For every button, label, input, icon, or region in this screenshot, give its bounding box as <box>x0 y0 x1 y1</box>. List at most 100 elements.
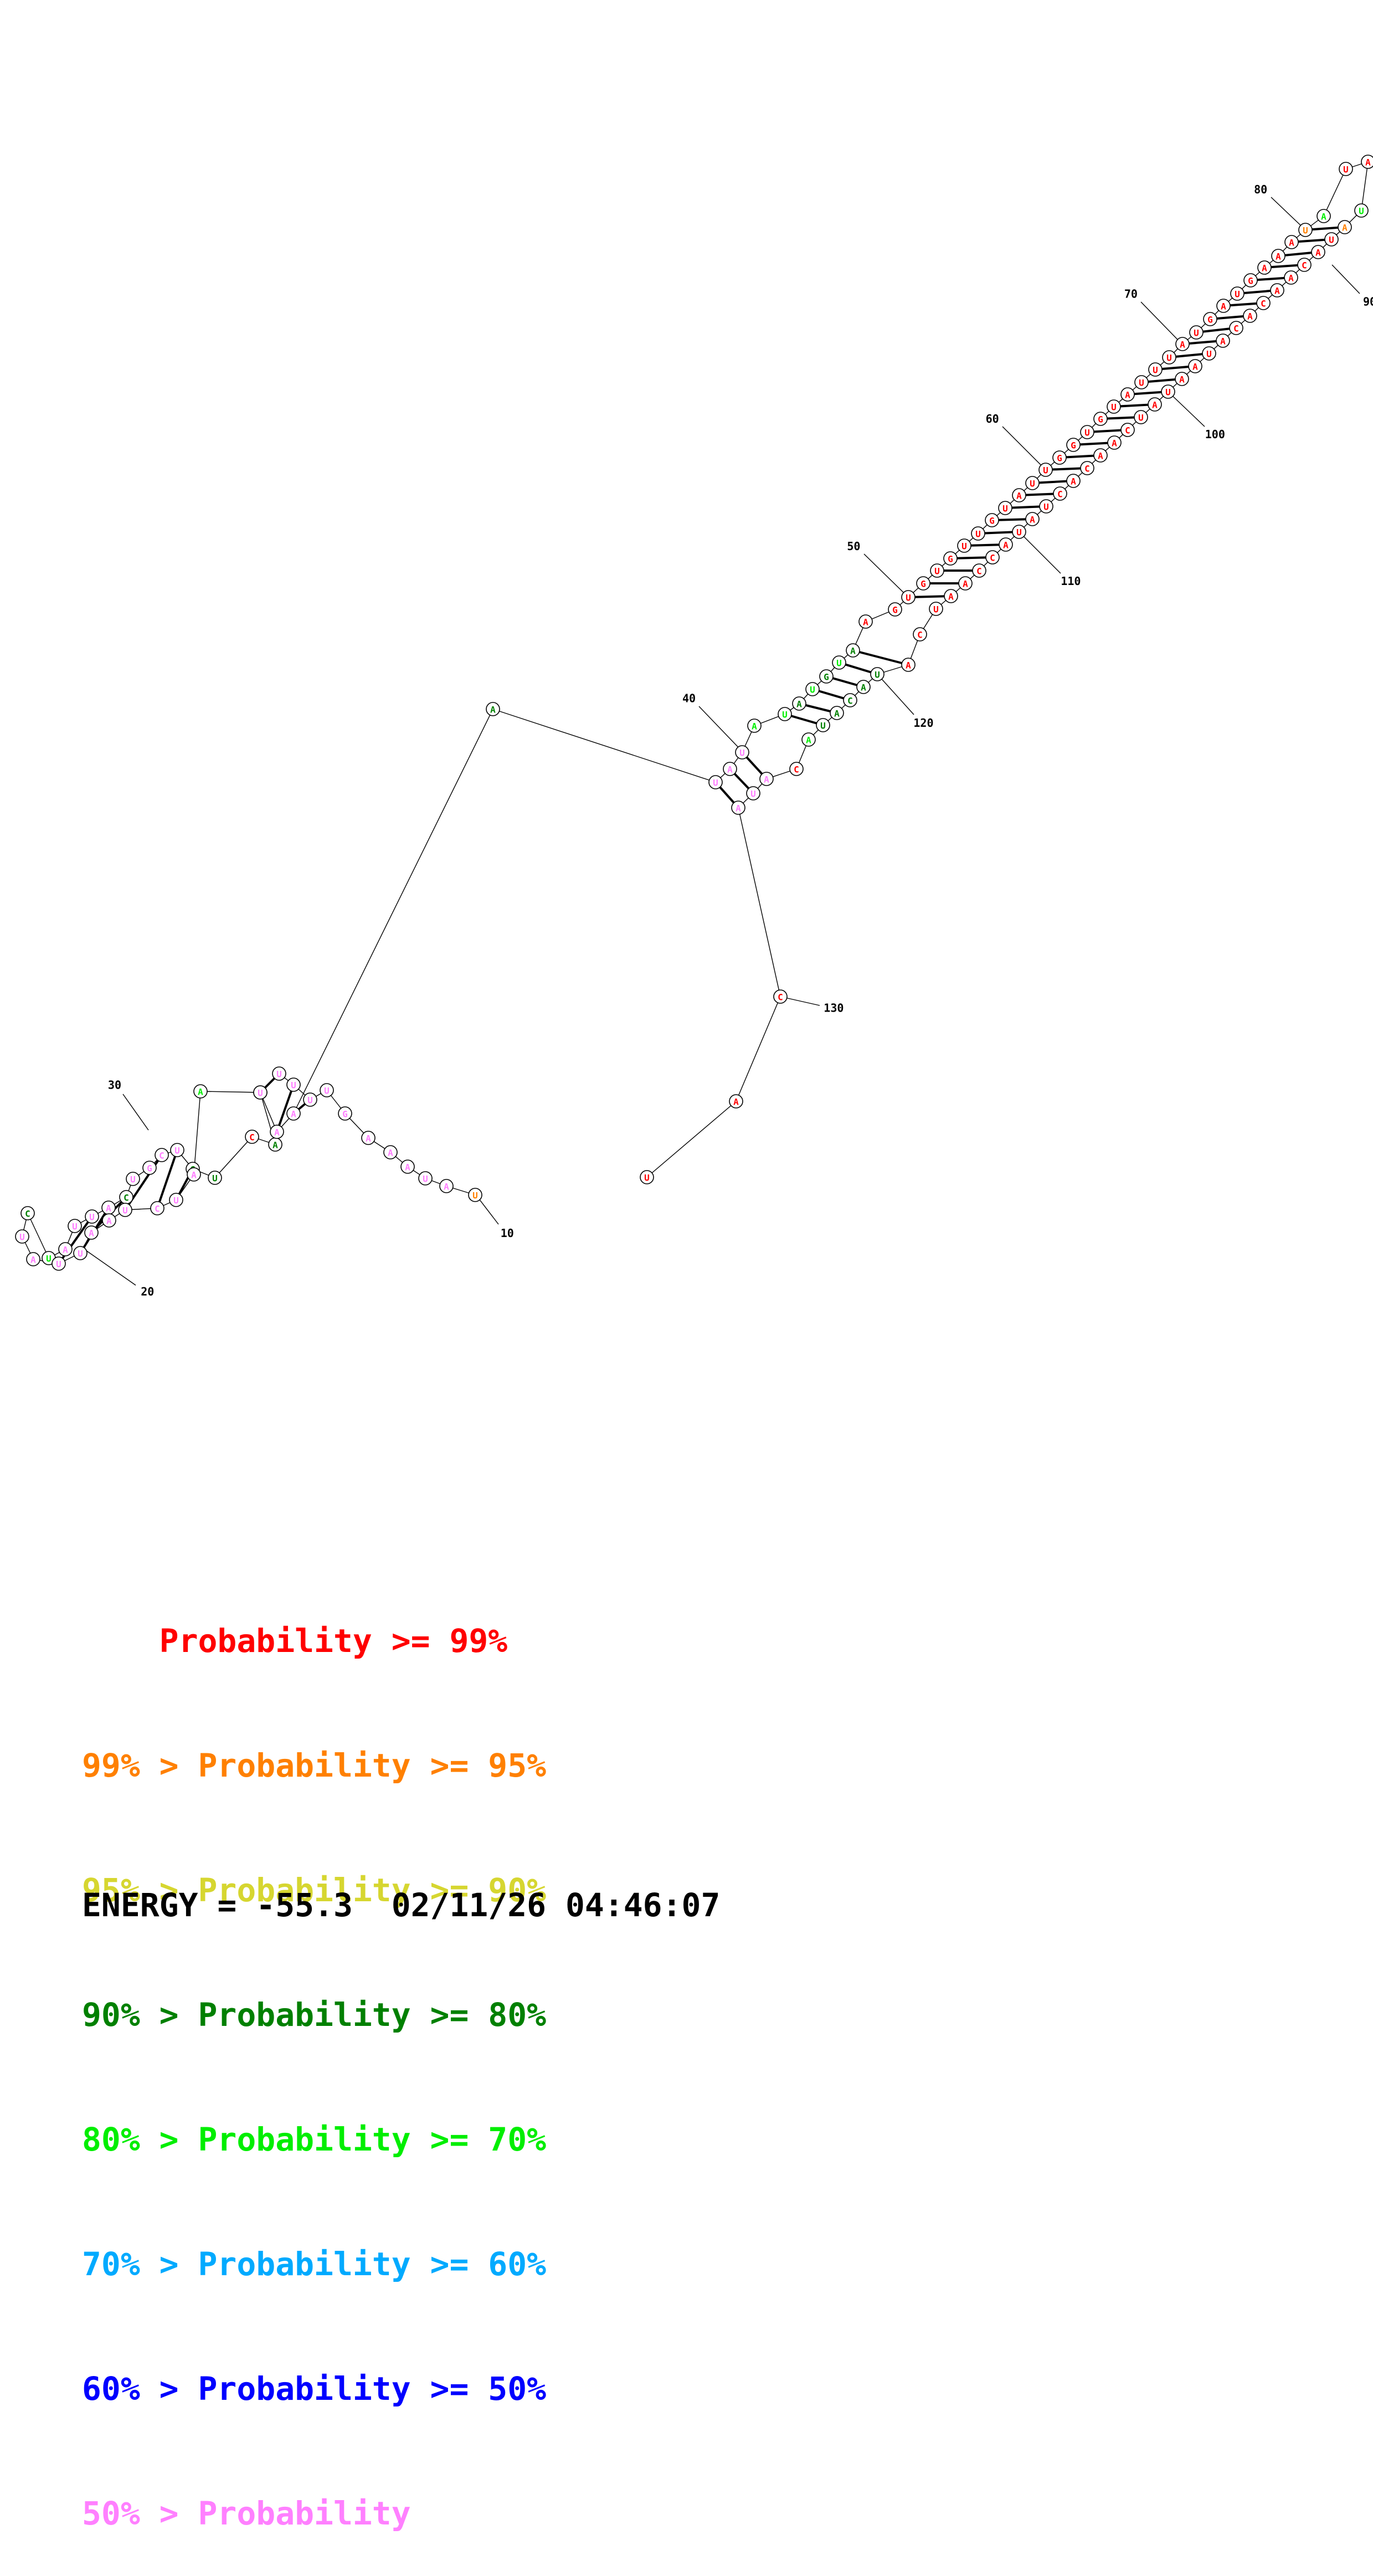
nucleotide-letter: A <box>963 579 968 589</box>
nucleotide: G <box>1093 412 1108 426</box>
nucleotide: A <box>26 1252 40 1266</box>
nucleotide: U <box>85 1209 99 1224</box>
nucleotide-circle <box>126 1172 140 1186</box>
nucleotide-circle <box>723 762 737 776</box>
nucleotide: U <box>1012 525 1026 539</box>
backbone-segment <box>738 807 781 997</box>
nucleotide-letter: A <box>30 1255 36 1265</box>
nucleotide-letter: U <box>1153 365 1158 376</box>
nucleotide-circle <box>1317 209 1331 223</box>
backbone-segment <box>260 1092 277 1132</box>
backbone-segment <box>27 1213 49 1259</box>
nucleotide-letter: A <box>1288 273 1294 284</box>
nucleotide-circle <box>1270 283 1284 297</box>
nucleotide-circle <box>778 707 792 721</box>
nucleotide-letter: A <box>806 735 811 746</box>
nucleotide-letter: A <box>1274 286 1280 296</box>
nucleotide-letter: C <box>1302 260 1307 271</box>
position-tick <box>1002 426 1046 470</box>
nucleotide-circle <box>1271 249 1285 263</box>
nucleotide-circle <box>708 775 723 789</box>
nucleotide: A <box>1284 270 1298 285</box>
nucleotide: A <box>846 643 860 658</box>
base-pair <box>156 1150 178 1209</box>
nucleotide: U <box>1202 346 1216 361</box>
nucleotide: A <box>1311 245 1325 259</box>
nucleotide-letter: U <box>782 710 788 720</box>
nucleotide: A <box>187 1167 201 1182</box>
nucleotide-circle <box>1052 450 1067 465</box>
nucleotide: U <box>1298 223 1313 237</box>
nucleotide-circle <box>805 682 820 696</box>
nucleotide-circle <box>52 1256 66 1271</box>
nucleotide-letter: A <box>444 1182 449 1192</box>
nucleotide-letter: C <box>1125 425 1130 436</box>
position-tick <box>80 1246 136 1286</box>
nucleotide: A <box>486 702 500 716</box>
position-label: 40 <box>682 692 696 705</box>
nucleotide-letter: U <box>961 541 967 552</box>
nucleotide: U <box>816 718 830 732</box>
nucleotide-circle <box>1298 223 1313 237</box>
nucleotide-circle <box>439 1179 454 1193</box>
nucleotide: C <box>985 550 1000 565</box>
position-label: 30 <box>108 1079 121 1092</box>
nucleotide-circle <box>1025 512 1040 526</box>
nucleotide: U <box>901 590 916 604</box>
nucleotide-circle <box>1012 525 1026 539</box>
nucleotide-letter: A <box>736 803 741 814</box>
nucleotide-letter: A <box>1003 540 1009 551</box>
nucleotide-letter: U <box>1002 504 1008 514</box>
nucleotide-letter: A <box>863 617 868 628</box>
nucleotide-letter: A <box>191 1170 197 1181</box>
nucleotide-circle <box>1203 312 1217 326</box>
nucleotide: U <box>805 682 820 696</box>
nucleotide-letter: U <box>1329 235 1334 245</box>
position-label: 120 <box>913 716 933 730</box>
nucleotide-letter: U <box>1235 289 1240 300</box>
nucleotide-letter: C <box>249 1132 255 1143</box>
nucleotide: C <box>150 1201 164 1215</box>
nucleotide: U <box>15 1229 29 1244</box>
nucleotide-circle <box>1148 362 1163 377</box>
nucleotide-circle <box>1189 325 1204 340</box>
nucleotide: A <box>1317 209 1331 223</box>
nucleotide-letter: U <box>975 529 981 540</box>
nucleotide-letter: U <box>1359 206 1364 217</box>
legend-row-below-50: 50% > Probability <box>82 2495 411 2532</box>
nucleotide: A <box>101 1200 116 1215</box>
nucleotide: A <box>958 576 973 591</box>
nucleotide: A <box>1093 448 1108 463</box>
nucleotide-circle <box>816 718 830 732</box>
nucleotide: U <box>746 786 760 800</box>
nucleotide: A <box>1120 387 1135 402</box>
position-tick <box>1168 391 1205 427</box>
nucleotide-letter: C <box>1057 489 1063 500</box>
nucleotide: A <box>193 1084 208 1099</box>
nucleotide-circle <box>1012 488 1026 502</box>
nucleotide-circle <box>1361 155 1373 169</box>
nucleotide: G <box>943 551 958 566</box>
nucleotide-circle <box>1297 258 1312 272</box>
nucleotide-circle <box>856 680 871 694</box>
nucleotide-circle <box>150 1201 164 1215</box>
nucleotide-letter: C <box>990 553 995 563</box>
nucleotide: U <box>1324 232 1339 247</box>
nucleotide-circle <box>1257 260 1272 275</box>
nucleotide-circle <box>208 1171 222 1185</box>
legend-row-70: 80% > Probability >= 70% <box>82 2121 547 2158</box>
nucleotide-letter: A <box>850 646 856 656</box>
position-tick <box>1331 264 1360 294</box>
nucleotide-letter: A <box>1342 223 1348 233</box>
nucleotide-circle <box>418 1171 433 1186</box>
nucleotide-letter: A <box>1125 390 1130 401</box>
nucleotide: U <box>418 1171 433 1186</box>
nucleotide-letter: U <box>1194 328 1199 338</box>
nucleotide: A <box>102 1213 116 1228</box>
nucleotide-letter: U <box>212 1173 218 1184</box>
nucleotide-letter: A <box>1192 362 1198 372</box>
nucleotide-letter: U <box>472 1190 478 1201</box>
nucleotide: A <box>944 589 958 603</box>
nucleotide: U <box>1039 499 1053 514</box>
energy-label: ENERGY = <box>82 1886 237 1924</box>
